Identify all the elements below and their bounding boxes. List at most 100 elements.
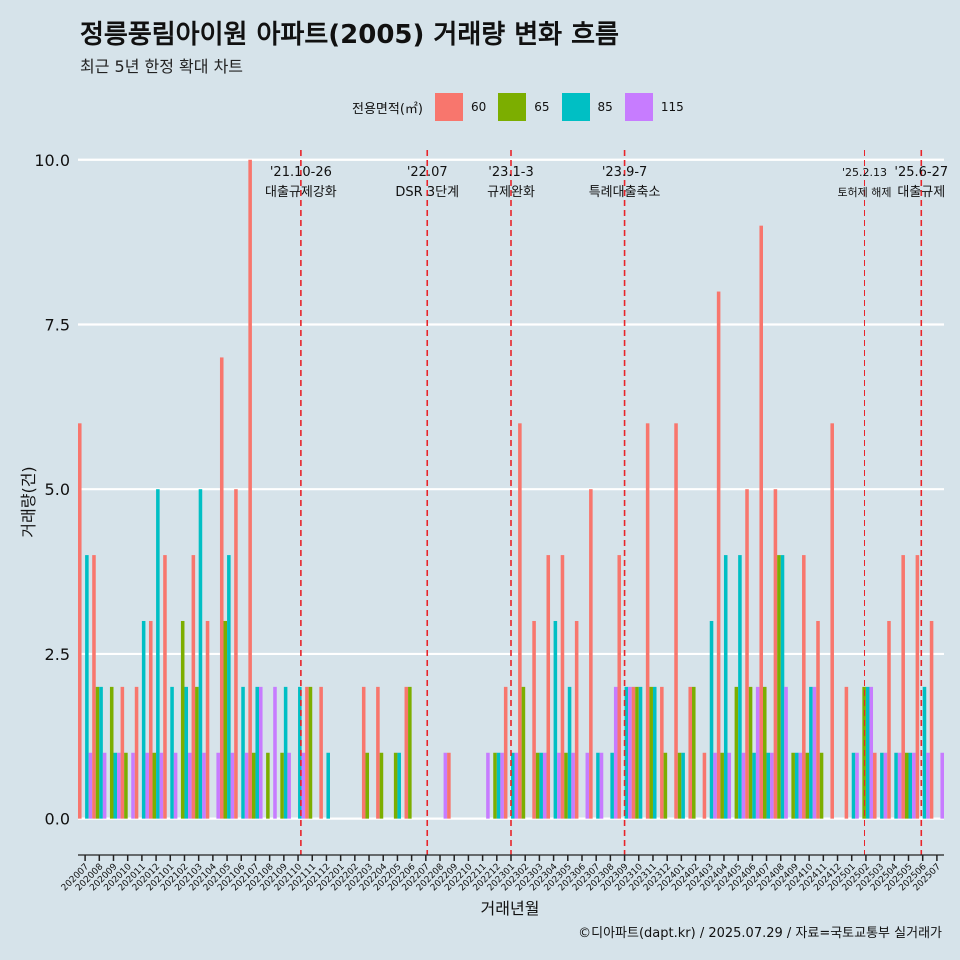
legend-label-65: 65 <box>534 100 550 114</box>
bar-85-202408 <box>780 555 785 819</box>
bar-65-202406 <box>748 686 753 819</box>
bar-60-202501 <box>844 686 849 819</box>
bar-85-202310 <box>638 686 643 819</box>
bar-85-202505 <box>908 752 913 819</box>
bar-85-202105 <box>227 555 231 819</box>
bar-85-202012 <box>156 489 160 819</box>
bar-60-202412 <box>830 423 834 819</box>
bar-65-202008 <box>95 686 100 819</box>
legend: 전용면적(㎡) 60 65 85 115 <box>352 92 690 122</box>
bar-115-202504 <box>897 752 902 819</box>
bar-60-202010 <box>120 686 125 819</box>
bar-85-202410 <box>809 686 813 819</box>
bar-115-202208 <box>443 752 448 819</box>
bar-60-202504 <box>887 620 891 819</box>
bar-60-202506 <box>915 555 920 819</box>
bar-60-202311 <box>645 423 650 819</box>
bar-65-202111 <box>308 686 313 819</box>
bar-60-202304 <box>546 555 551 819</box>
bar-60-202306 <box>574 620 579 819</box>
event-date: '25.2.13 <box>842 166 887 179</box>
bar-115-202503 <box>883 752 888 819</box>
bar-115-202007 <box>88 752 93 819</box>
bar-85-202405 <box>738 555 742 819</box>
bar-85-202109 <box>283 686 288 819</box>
bar-60-202007 <box>78 423 82 819</box>
bar-60-202112 <box>319 686 323 819</box>
bar-85-202112 <box>326 752 330 819</box>
event-label: 규제완화 <box>487 185 535 200</box>
bar-85-202501 <box>851 752 856 819</box>
event-label: DSR 3단계 <box>395 185 459 200</box>
bar-65-202405 <box>734 686 739 819</box>
bar-85-202307 <box>596 752 600 819</box>
bar-60-202101 <box>163 555 167 819</box>
bar-65-202310 <box>635 686 639 819</box>
bar-115-202408 <box>784 686 788 819</box>
bar-60-202105 <box>219 357 224 819</box>
bar-115-202501 <box>855 752 859 819</box>
legend-item-115: 115 <box>624 93 684 121</box>
bar-85-202301 <box>511 752 515 819</box>
bar-60-202303 <box>532 620 536 819</box>
bar-65-202407 <box>762 686 767 819</box>
bar-65-202009 <box>109 686 114 819</box>
bar-60-202012 <box>148 620 153 819</box>
legend-item-60: 60 <box>434 93 487 121</box>
event-label: 대출규제강화 <box>265 185 337 200</box>
bar-60-202505 <box>901 555 905 819</box>
bar-60-202104 <box>205 620 210 819</box>
bar-115-202103 <box>202 752 206 819</box>
source-caption: ©디아파트(dapt.kr) / 2025.07.29 / 자료=국토교통부 실… <box>578 926 942 941</box>
bar-65-202103 <box>195 686 199 819</box>
event-label: 대출규제 <box>897 185 945 200</box>
bar-60-202307 <box>589 489 593 819</box>
bar-115-202403 <box>713 752 717 819</box>
bar-85-202212 <box>496 752 501 819</box>
legend-label-115: 115 <box>660 100 684 114</box>
bar-65-202402 <box>692 686 696 819</box>
legend-title: 전용면적(㎡) <box>352 101 423 117</box>
bar-60-202209 <box>447 752 451 819</box>
bar-65-202205 <box>393 752 398 819</box>
bar-65-202305 <box>564 752 568 819</box>
axes: 0.02.55.07.510.0202007202008202009202010… <box>34 151 944 893</box>
bar-85-202009 <box>113 752 118 819</box>
bar-115-202505 <box>912 752 916 819</box>
bar-60-202407 <box>759 225 763 819</box>
legend-label-60: 60 <box>470 100 487 114</box>
bar-115-202010 <box>131 752 135 819</box>
x-axis-label: 거래년월 <box>481 899 540 918</box>
bar-85-202504 <box>894 752 898 819</box>
bar-85-202311 <box>652 686 657 819</box>
event-label: 토허제 해제 <box>837 185 891 199</box>
bar-60-202106 <box>234 489 238 819</box>
bar-65-202102 <box>180 620 185 819</box>
bar-60-202403 <box>702 752 707 819</box>
bar-65-202409 <box>791 752 795 819</box>
bar-115-202410 <box>812 686 817 819</box>
bar-115-202309 <box>628 686 632 819</box>
legend-swatch-60 <box>434 93 463 121</box>
legend-label-85: 85 <box>597 100 613 114</box>
bar-115-202107 <box>259 686 263 819</box>
bar-65-202108 <box>266 752 270 819</box>
event-date: '23.1-3 <box>488 165 533 180</box>
bar-65-202303 <box>535 752 540 819</box>
bar-115-202101 <box>173 752 178 819</box>
event-date: '23.9-7 <box>602 165 647 180</box>
bar-85-202110 <box>298 686 302 819</box>
bar-65-202206 <box>408 686 412 819</box>
bar-60-202305 <box>560 555 565 819</box>
bar-60-202410 <box>802 555 806 819</box>
bar-115-202008 <box>102 752 107 819</box>
legend-item-85: 85 <box>561 93 613 121</box>
event-date: '21.10-26 <box>270 165 332 180</box>
bar-115-202502 <box>869 686 874 819</box>
bar-115-202211 <box>486 752 490 819</box>
bar-115-202108 <box>273 686 277 819</box>
bar-60-202107 <box>248 159 252 819</box>
bar-115-202104 <box>216 752 220 819</box>
bar-115-202506 <box>926 752 930 819</box>
